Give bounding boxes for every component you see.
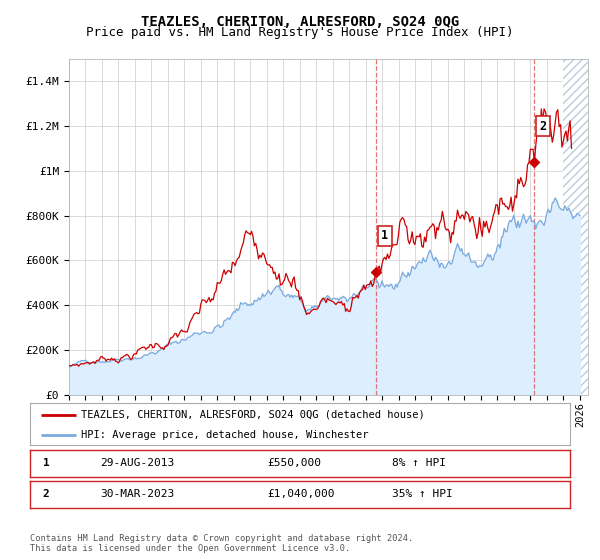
- Text: Price paid vs. HM Land Registry's House Price Index (HPI): Price paid vs. HM Land Registry's House …: [86, 26, 514, 39]
- Text: 8% ↑ HPI: 8% ↑ HPI: [392, 458, 446, 468]
- Text: 2: 2: [539, 119, 546, 133]
- Point: [371, 267, 381, 276]
- Point: [530, 157, 539, 166]
- Text: TEAZLES, CHERITON, ALRESFORD, SO24 0QG: TEAZLES, CHERITON, ALRESFORD, SO24 0QG: [141, 15, 459, 29]
- Text: 30-MAR-2023: 30-MAR-2023: [100, 489, 175, 500]
- Text: £1,040,000: £1,040,000: [268, 489, 335, 500]
- Text: 1: 1: [381, 229, 388, 242]
- Text: 35% ↑ HPI: 35% ↑ HPI: [392, 489, 452, 500]
- Text: Contains HM Land Registry data © Crown copyright and database right 2024.
This d: Contains HM Land Registry data © Crown c…: [30, 534, 413, 553]
- Text: 29-AUG-2013: 29-AUG-2013: [100, 458, 175, 468]
- Bar: [563, 59, 588, 395]
- Text: 1: 1: [43, 458, 50, 468]
- Text: TEAZLES, CHERITON, ALRESFORD, SO24 0QG (detached house): TEAZLES, CHERITON, ALRESFORD, SO24 0QG (…: [82, 409, 425, 419]
- Text: £550,000: £550,000: [268, 458, 322, 468]
- Text: HPI: Average price, detached house, Winchester: HPI: Average price, detached house, Winc…: [82, 430, 369, 440]
- Text: 2: 2: [43, 489, 50, 500]
